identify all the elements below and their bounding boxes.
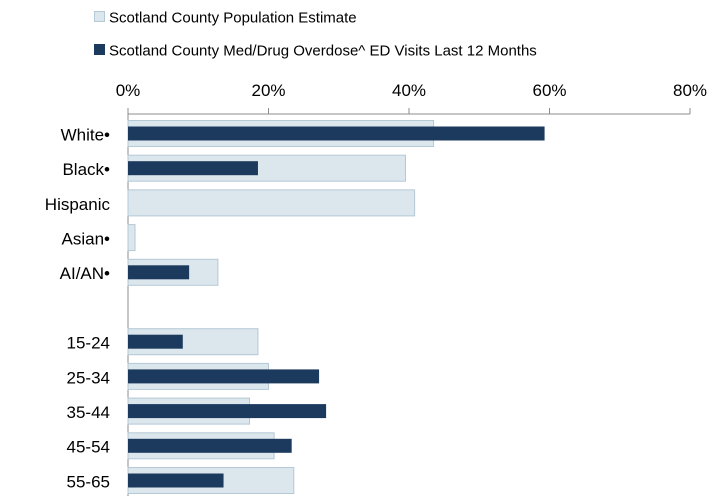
category-label-3: Asian• xyxy=(62,229,111,248)
category-label-2: Hispanic xyxy=(45,195,111,214)
legend-label-1: Scotland County Med/Drug Overdose^ ED Vi… xyxy=(109,43,537,60)
legend-swatch-1 xyxy=(94,44,105,55)
bar-ed-visits-1 xyxy=(128,161,258,176)
category-label-10: 55-65 xyxy=(67,472,110,491)
x-tick-label-3: 60% xyxy=(532,81,566,100)
bar-ed-visits-4 xyxy=(128,265,190,280)
bar-ed-visits-10 xyxy=(128,473,224,488)
category-label-7: 25-34 xyxy=(67,368,110,387)
x-tick-label-2: 40% xyxy=(392,81,426,100)
category-label-9: 45-54 xyxy=(67,438,110,457)
x-tick-label-0: 0% xyxy=(116,81,141,100)
x-tick-label-1: 20% xyxy=(251,81,285,100)
x-tick-label-4: 80% xyxy=(673,81,707,100)
category-labels: White• Black• Hispanic Asian• AI/AN• 15-24 25-… xyxy=(45,125,111,491)
bar-population-2 xyxy=(127,189,416,217)
bar-ed-visits-7 xyxy=(128,369,320,384)
category-label-4: AI/AN• xyxy=(60,264,110,283)
legend-label-0: Scotland County Population Estimate xyxy=(109,10,357,27)
bar-ed-visits-6 xyxy=(128,334,183,349)
bars xyxy=(127,120,545,494)
category-label-1: Black• xyxy=(62,160,110,179)
category-label-0: White• xyxy=(61,125,110,144)
category-label-6: 15-24 xyxy=(67,334,110,353)
bar-ed-visits-9 xyxy=(128,438,292,453)
bar-population-3 xyxy=(127,224,136,252)
category-label-8: 35-44 xyxy=(67,403,110,422)
bar-ed-visits-0 xyxy=(128,126,545,141)
legend: Scotland County Population Estimate Scotl… xyxy=(94,10,537,60)
bar-ed-visits-8 xyxy=(128,404,327,419)
legend-swatch-0 xyxy=(94,11,105,22)
